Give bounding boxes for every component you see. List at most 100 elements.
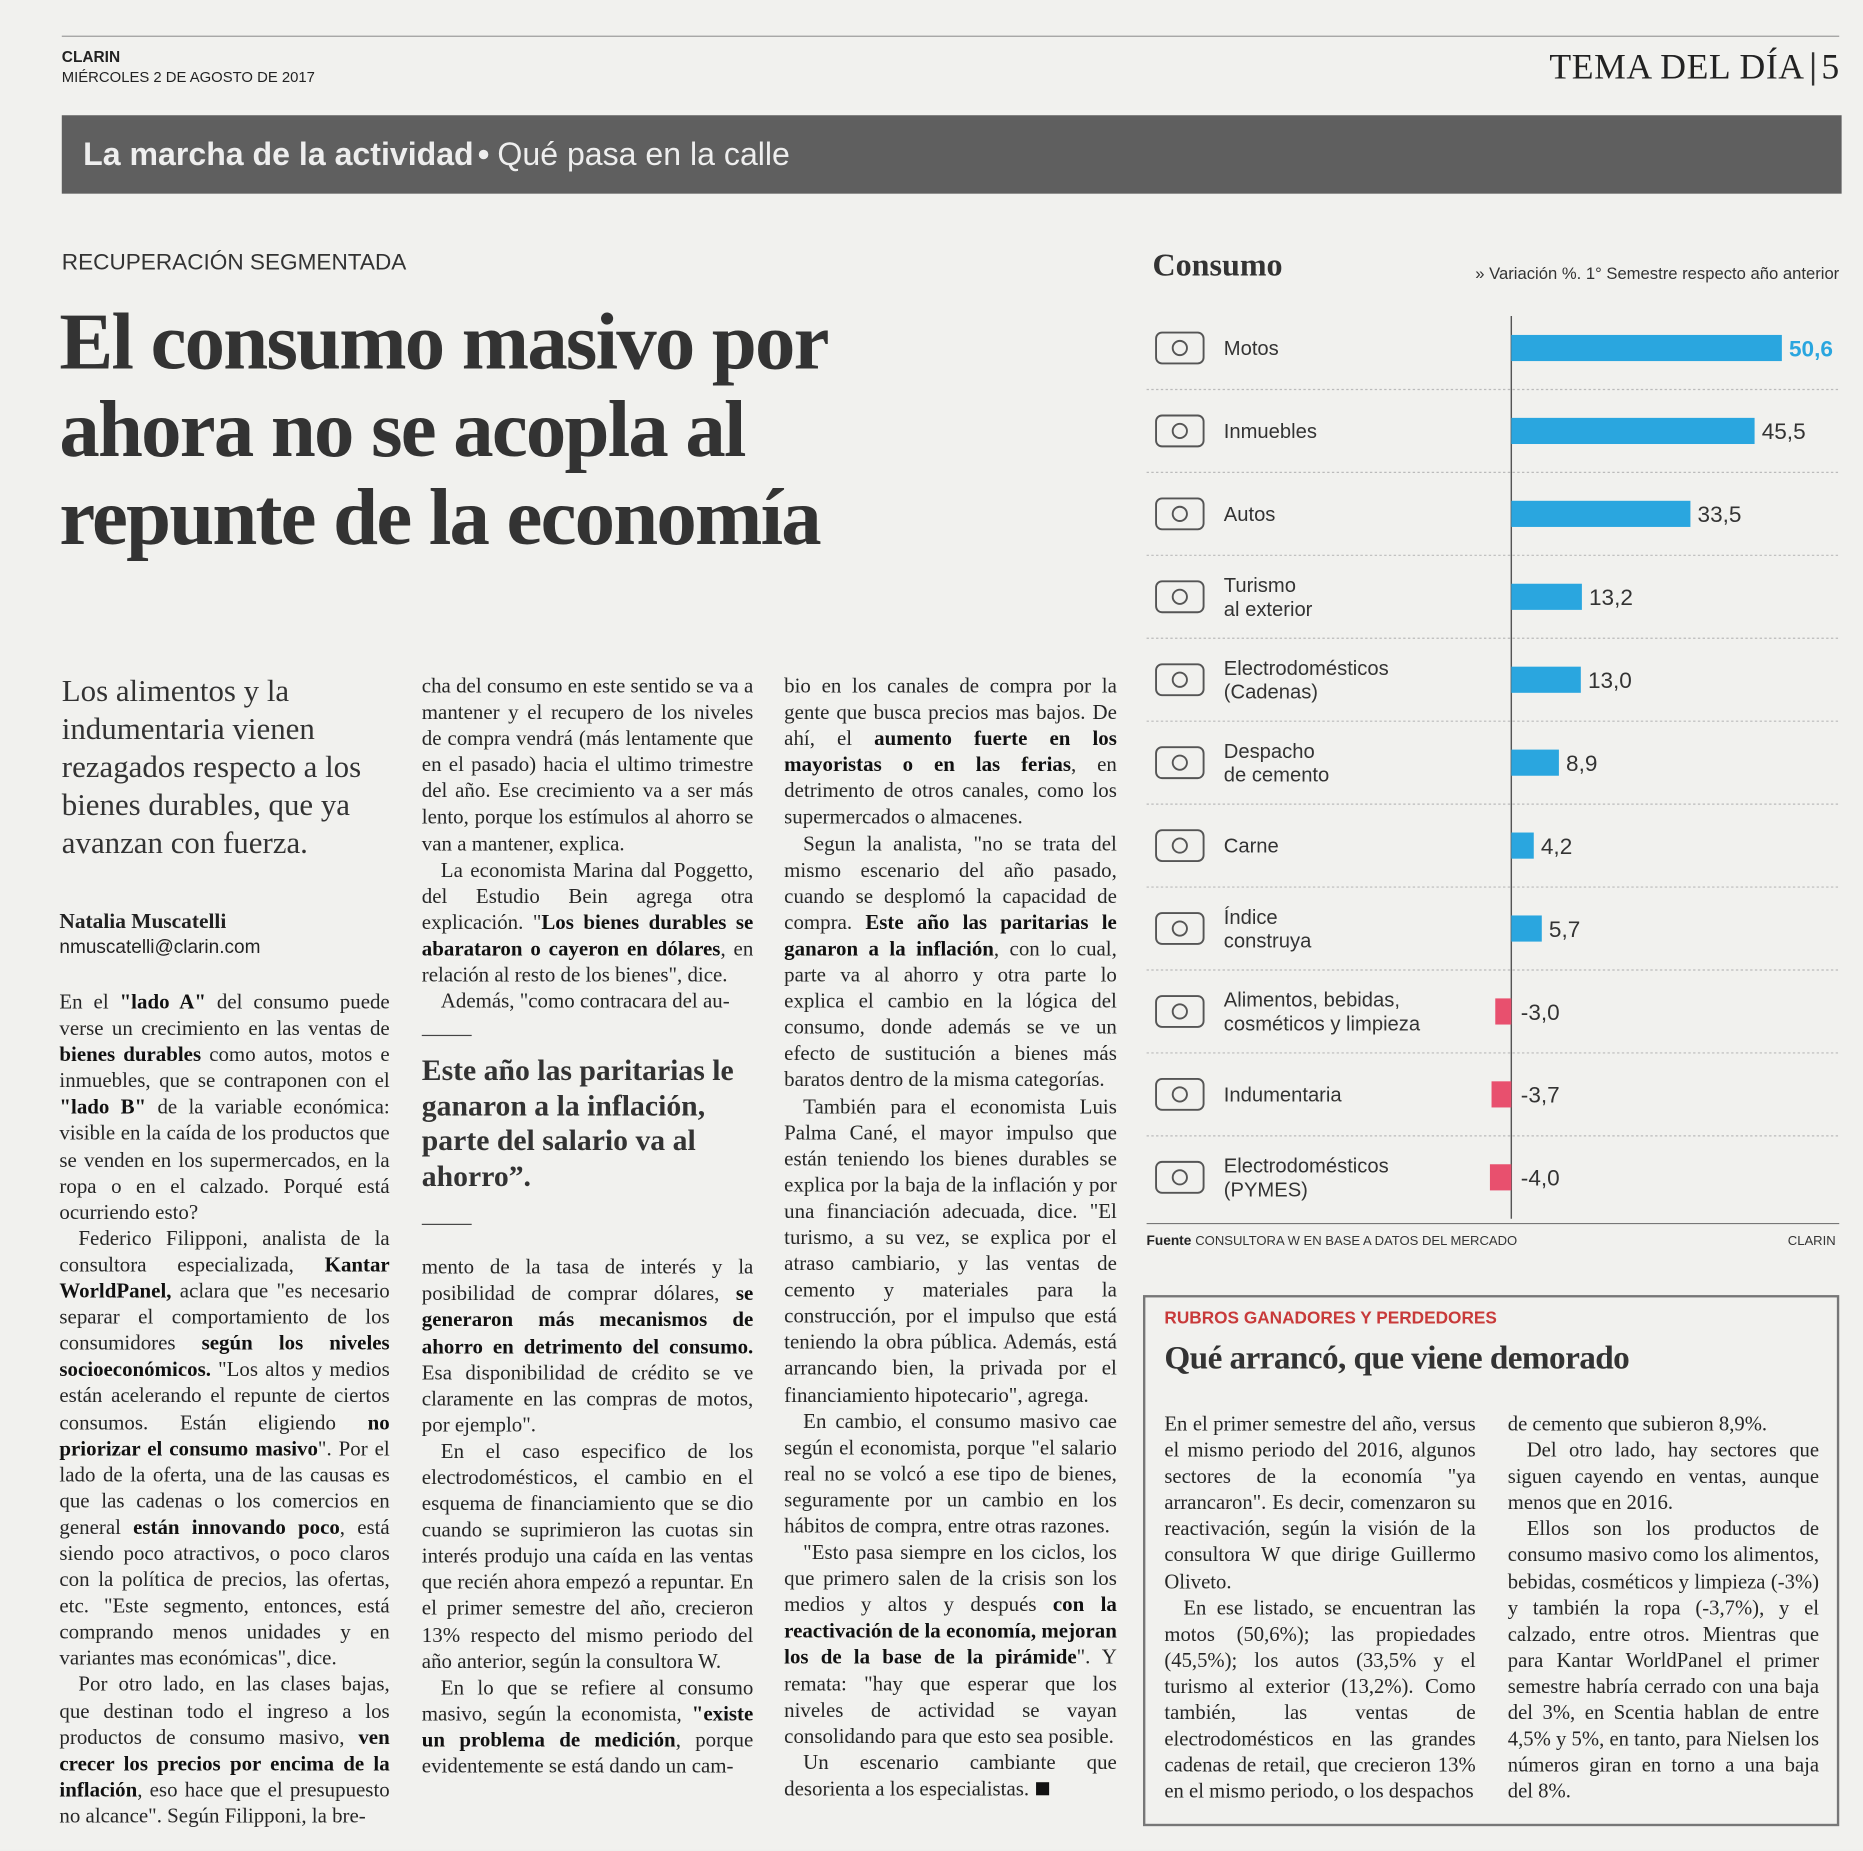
- icon: [1171, 505, 1188, 522]
- text-run: ". Y remata: "hay que esperar que los ni…: [784, 1644, 1117, 1748]
- icon: [1171, 339, 1188, 357]
- article-column: En el "lado A" del consumo puede verse u…: [59, 989, 389, 1829]
- text-run: Este año las paritarias le ganaron a la …: [784, 909, 1117, 960]
- value-label: 50,6: [1789, 336, 1833, 361]
- source-label: Fuente: [1147, 1233, 1192, 1248]
- paragraph: Segun la analista, "no se trata del mism…: [784, 830, 1117, 1093]
- text-run: Los bienes durables se abarataron o caye…: [421, 909, 754, 960]
- sidebar-title: Qué arrancó, que viene demorado: [1164, 1340, 1630, 1378]
- bar: [1511, 417, 1755, 445]
- banner-section: La marcha de la actividad: [83, 136, 474, 173]
- headline-line: ahora no se acopla al: [59, 383, 746, 475]
- headline-line: repunte de la economía: [59, 471, 821, 562]
- icon: [1155, 414, 1205, 448]
- banner-topic: Qué pasa en la calle: [497, 136, 790, 173]
- text-run: "existe un problema de medición: [421, 1701, 754, 1752]
- text-run: En el caso especifico de los electrodomé…: [421, 1438, 754, 1673]
- icon: [1155, 497, 1205, 531]
- sidebar: RUBROS GANADORES Y PERDEDORES Qué arranc…: [1142, 1295, 1840, 1827]
- paragraph: mento de la tasa de interés y la posibil…: [422, 1254, 753, 1438]
- icon: [1155, 829, 1205, 862]
- category-label: Motos: [1224, 338, 1279, 360]
- value-label: -4,0: [1521, 1166, 1560, 1191]
- text-run: aumento fuerte en los mayoristas o en la…: [784, 726, 1117, 777]
- icon: [1171, 1086, 1188, 1103]
- text-run: según los niveles socioeconómicos.: [59, 1330, 390, 1381]
- chart-subtitle: » Variación %. 1° Semestre respecto año …: [1475, 264, 1839, 283]
- page-number: 5: [1821, 47, 1840, 87]
- text-run: Federico Filipponi, analista de la consu…: [59, 1225, 390, 1276]
- paragraph: En el "lado A" del consumo puede verse u…: [59, 989, 389, 1225]
- text-run: "Esto pasa siempre en los ciclos, los qu…: [784, 1539, 1117, 1617]
- value-label: -3,7: [1521, 1083, 1560, 1108]
- paragraph: Ellos son los productos de consumo masiv…: [1507, 1516, 1820, 1803]
- icon: [1171, 671, 1188, 688]
- text-run: bio en los canales de compra por la gent…: [784, 673, 1117, 750]
- icon: [1171, 1169, 1188, 1186]
- text-run: "Los altos y medios están acelerando el …: [59, 1357, 390, 1434]
- credit: CLARIN: [1788, 1233, 1836, 1248]
- category-label: Despacho de cemento: [1224, 741, 1330, 787]
- text-run: bienes durables: [59, 1042, 202, 1066]
- bar: [1495, 998, 1512, 1025]
- icon: [1155, 1077, 1205, 1111]
- value-label: 13,0: [1588, 668, 1632, 693]
- text-run: En el: [59, 989, 120, 1014]
- bar: [1511, 334, 1782, 362]
- category-label: Indumentaria: [1224, 1085, 1343, 1107]
- paragraph: En cambio, el consumo masivo cae según e…: [784, 1408, 1117, 1539]
- paragraph: En el caso especifico de los electrodomé…: [422, 1438, 753, 1674]
- text-run: Segun la analista, "no se trata del mism…: [784, 831, 1117, 934]
- category-label: Electrodomésticos (Cadenas): [1224, 658, 1389, 704]
- text-run: no priorizar el consumo masivo: [59, 1409, 390, 1460]
- text-run: En cambio, el consumo masivo cae según e…: [784, 1408, 1117, 1538]
- paragraph: La economista Marina dal Poggetto, del E…: [422, 856, 753, 987]
- icon: [1171, 422, 1188, 440]
- category-label: Alimentos, bebidas, cosméticos y limpieza: [1224, 990, 1421, 1036]
- icon: [1155, 663, 1205, 697]
- text-run: ". Por el lado de la oferta, una de las …: [59, 1435, 390, 1539]
- paragraph: "Esto pasa siempre en los ciclos, los qu…: [784, 1539, 1117, 1749]
- value-label: 33,5: [1698, 502, 1742, 527]
- icon: [1155, 1160, 1205, 1194]
- paragraph: bio en los canales de compra por la gent…: [784, 672, 1117, 830]
- text-run: Además, "como contracara del au-: [440, 988, 730, 1013]
- article-column: bio en los canales de compra por la gent…: [784, 672, 1117, 1801]
- paragraph: En ese listado, se encuentran las motos …: [1164, 1595, 1476, 1803]
- value-label: -3,0: [1521, 1000, 1560, 1025]
- category-label: Autos: [1224, 504, 1276, 526]
- paragraph: Un escenario cambiante que desorienta a …: [784, 1749, 1117, 1802]
- text-run: "lado B": [59, 1094, 147, 1119]
- banner: La marcha de la actividad Qué pasa en la …: [61, 115, 1842, 194]
- icon: [1155, 580, 1205, 614]
- category-label: Índice construya: [1224, 906, 1312, 953]
- paragraph: En el primer semestre del año, versus el…: [1164, 1411, 1476, 1593]
- text-run: , está siendo poco atractivos, o poco cl…: [59, 1514, 390, 1670]
- bar: [1511, 500, 1691, 527]
- bar: [1511, 832, 1534, 859]
- article-column: cha del consumo en este sentido se va a …: [421, 672, 754, 1778]
- text-run: cha del consumo en este sentido se va a …: [421, 673, 754, 855]
- text-run: se generaron más mecanismos de ahorro en…: [421, 1281, 754, 1358]
- publication: CLARIN: [61, 47, 121, 66]
- icon: [1155, 331, 1205, 365]
- category-label: Turismo al exterior: [1224, 575, 1313, 621]
- value-label: 13,2: [1589, 585, 1633, 610]
- category-label: Carne: [1224, 836, 1279, 858]
- icon: [1171, 1003, 1188, 1020]
- text-run: "lado A": [119, 989, 206, 1014]
- icon: [1171, 588, 1188, 605]
- headline-line: El consumo masivo por: [59, 295, 829, 387]
- text-run: Kantar WorldPanel,: [59, 1252, 390, 1303]
- icon: [1171, 920, 1188, 937]
- bar: [1511, 749, 1559, 776]
- sidebar-column: En el primer semestre del año, versus el…: [1164, 1410, 1475, 1804]
- bar: [1489, 1164, 1512, 1191]
- text-run: La economista Marina dal Poggetto, del E…: [421, 857, 754, 934]
- paragraph: cha del consumo en este sentido se va a …: [422, 672, 753, 856]
- icon: [1155, 746, 1205, 780]
- value-label: 4,2: [1541, 834, 1572, 859]
- text-run: con la reactivación de la economía, mejo…: [784, 1592, 1117, 1669]
- text-run: , en relación al resto de los bienes", d…: [421, 936, 754, 987]
